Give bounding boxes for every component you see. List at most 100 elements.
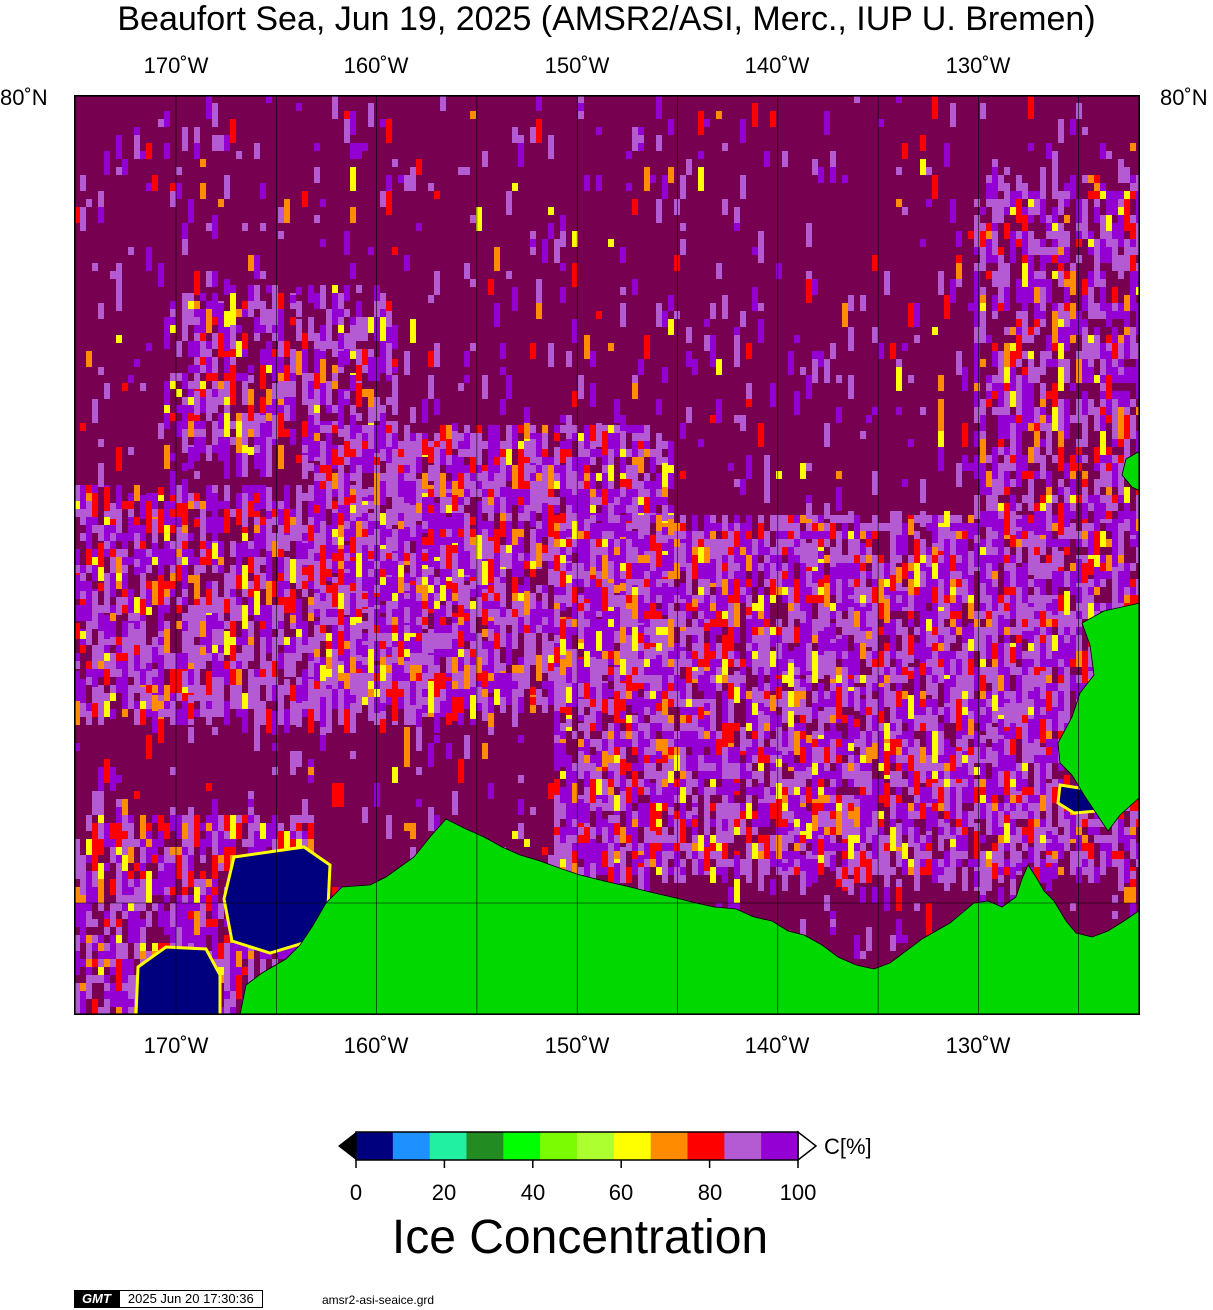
ice-cell	[362, 633, 368, 641]
ice-cell	[128, 509, 134, 517]
ice-cell	[320, 657, 326, 665]
ice-cell	[1058, 723, 1064, 731]
ice-cell	[776, 515, 782, 539]
ice-cell	[806, 571, 812, 579]
ice-cell	[134, 701, 140, 709]
ice-cell	[200, 293, 206, 301]
ice-cell	[290, 525, 296, 541]
ice-cell	[926, 731, 932, 755]
ice-cell	[320, 301, 326, 309]
ice-cell	[980, 539, 986, 547]
ice-cell	[986, 723, 992, 731]
ice-cell	[1016, 731, 1022, 739]
ice-cell	[1118, 531, 1124, 539]
ice-cell	[998, 771, 1004, 779]
ice-cell	[182, 309, 188, 317]
ice-cell	[182, 445, 188, 453]
ice-cell	[458, 457, 464, 473]
ice-cell	[470, 481, 476, 497]
ice-cell	[308, 325, 314, 341]
ice-cell	[356, 645, 362, 669]
ice-cell	[494, 425, 500, 433]
ice-cell	[596, 739, 602, 747]
ice-cell	[446, 601, 452, 617]
ice-cell	[260, 365, 266, 389]
ice-cell	[1052, 691, 1058, 707]
ice-cell	[650, 561, 656, 577]
ice-cell	[104, 549, 110, 557]
ice-cell	[422, 585, 428, 601]
ice-cell	[284, 653, 290, 677]
ice-cell	[950, 771, 956, 779]
ice-cell	[914, 627, 920, 635]
ice-cell	[590, 739, 596, 747]
ice-cell	[176, 597, 182, 605]
ice-cell	[632, 497, 638, 513]
ice-cell	[746, 515, 752, 531]
ice-cell	[464, 689, 470, 705]
ice-cell	[266, 413, 272, 421]
ice-cell	[878, 595, 884, 603]
ice-cell	[566, 803, 572, 827]
ice-cell	[374, 529, 380, 537]
ice-cell	[494, 481, 500, 497]
ice-cell	[1058, 659, 1064, 667]
ice-cell	[554, 425, 560, 433]
ice-cell	[626, 691, 632, 699]
ice-cell	[122, 669, 128, 685]
ice-cell	[314, 649, 320, 657]
ice-cell	[122, 533, 128, 549]
ice-cell	[278, 357, 284, 365]
ice-cell	[314, 293, 320, 309]
ice-cell	[308, 517, 314, 525]
ice-cell	[260, 573, 266, 589]
ice-cell	[368, 501, 374, 509]
ice-cell	[866, 555, 872, 563]
ice-cell	[392, 449, 398, 473]
ice-cell	[542, 465, 548, 473]
ice-cell	[896, 691, 902, 707]
ice-cell	[182, 533, 188, 541]
ice-cell	[896, 787, 902, 795]
ice-cell	[206, 549, 212, 565]
ice-cell	[218, 333, 224, 357]
ice-cell	[608, 571, 614, 579]
ice-cell	[1016, 763, 1022, 771]
ice-cell	[596, 779, 602, 795]
ice-cell	[1094, 531, 1100, 539]
ice-cell	[626, 635, 632, 643]
ice-cell	[188, 421, 194, 437]
ice-cell	[182, 653, 188, 661]
ice-cell	[218, 685, 224, 709]
ice-cell	[242, 629, 248, 645]
ice-cell	[356, 537, 362, 561]
ice-cell	[194, 677, 200, 701]
ice-cell	[80, 605, 86, 621]
ice-cell	[344, 505, 350, 513]
ice-cell	[932, 731, 938, 739]
ice-cell	[848, 691, 854, 707]
ice-cell	[956, 667, 962, 675]
ice-cell	[170, 589, 176, 597]
ice-cell	[956, 531, 962, 539]
ice-cell	[206, 517, 212, 533]
ice-cell	[890, 731, 896, 739]
ice-cell	[644, 481, 650, 489]
ice-cell	[1088, 579, 1094, 587]
ice-cell	[236, 637, 242, 645]
ice-cell	[236, 373, 242, 381]
ice-cell	[350, 569, 356, 593]
ice-cell	[242, 549, 248, 557]
ice-cell	[386, 697, 392, 705]
ice-cell	[104, 661, 110, 669]
ice-cell	[398, 553, 404, 561]
ice-cell	[206, 485, 212, 493]
ice-cell	[488, 609, 494, 617]
ice-cell	[212, 645, 218, 653]
ice-cell	[566, 619, 572, 627]
ice-cell	[602, 627, 608, 651]
ice-cell	[320, 633, 326, 641]
ice-cell	[776, 571, 782, 587]
ice-cell	[662, 505, 668, 521]
ice-cell	[710, 707, 716, 731]
